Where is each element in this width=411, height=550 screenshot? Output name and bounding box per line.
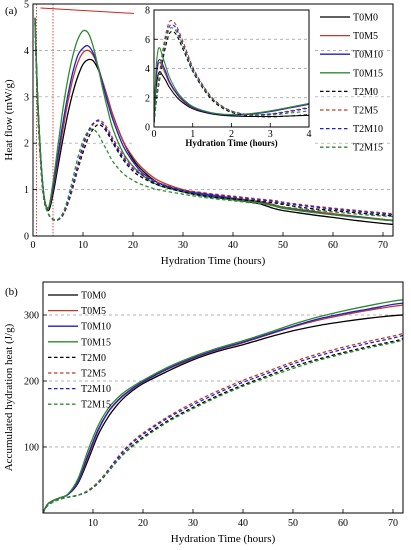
panel-b-series-t0m15 (43, 299, 403, 513)
panel-b-x-tick-label: 20 (138, 518, 148, 529)
panel-b-legend-label-t2m0: T2M0 (81, 353, 106, 364)
inset-x-tick-label: 4 (307, 129, 312, 140)
panel-a-y-tick-label: 1 (24, 185, 29, 196)
panel-a-y-tick-label: 2 (24, 139, 29, 150)
panel-b-accumulated-heat-chart: 10 20 30 40 50 60 70 100 200 300 Hydration Time (h… (3, 281, 404, 545)
inset-y-tick-label: 6 (145, 35, 150, 46)
panel-a-y-axis-label: Heat flow (mW/g) (3, 79, 15, 161)
panel-a-x-tick-label: 50 (278, 240, 288, 251)
inset-y-tick-label: 0 (145, 123, 150, 134)
panel-a-x-tick-label: 70 (378, 240, 388, 251)
panel-a-x-tick-label: 30 (178, 240, 188, 251)
inset-series-t0m15 (154, 47, 309, 123)
inset-series-t0m10 (154, 59, 309, 123)
inset-x-axis-label: Hydration Time (hours) (185, 138, 277, 148)
panel-b-legend-label-t2m10: T2M10 (81, 384, 111, 395)
panel-a-legend-label-t2m10: T2M10 (353, 124, 383, 135)
panel-b-x-tick-label: 60 (338, 518, 348, 529)
panel-a-series-group (34, 17, 393, 226)
panel-b-y-tick-label: 300 (24, 311, 39, 322)
panel-a-y-tick-label: 3 (24, 92, 29, 103)
panel-b-y-tick-label: 100 (24, 443, 39, 454)
panel-b-x-tick-label: 50 (288, 518, 298, 529)
panel-a-y-tick-label: 0 (24, 232, 29, 243)
panel-b-y-tick-label: 200 (24, 377, 39, 388)
panel-a-legend-label-t0m10: T0M10 (353, 50, 383, 61)
panel-a-x-axis-label: Hydration Time (hours) (161, 255, 266, 267)
panel-b-x-tick-label: 30 (188, 518, 198, 529)
panel-b-x-tick-label: 70 (388, 518, 398, 529)
panel-a-series-t0m5 (34, 17, 393, 221)
panel-a-legend-label-t2m15: T2M15 (353, 143, 383, 154)
panel-b-legend-label-t0m10: T0M10 (81, 322, 111, 333)
panel-b-x-axis-label: Hydration Time (hours) (171, 533, 276, 545)
panel-b-x-tick-label: 40 (238, 518, 248, 529)
panel-b-legend-label-t2m5: T2M5 (81, 369, 106, 380)
panel-b-series-t0m10 (43, 302, 403, 513)
panel-a-zoom-arrow (40, 7, 145, 17)
panel-a-series-t2m15 (34, 22, 393, 221)
panel-a-x-tick-label: 0 (31, 240, 36, 251)
inset-background (134, 8, 313, 151)
panel-b-series-t2m0 (43, 338, 403, 513)
panel-b-legend-label-t2m15: T2M15 (81, 400, 111, 411)
panel-b-legend-label-t0m15: T0M15 (81, 337, 111, 348)
panel-a-legend-label-t0m15: T0M15 (353, 68, 383, 79)
panel-a-legend-label-t0m5: T0M5 (353, 31, 378, 42)
panel-b-x-tick-label: 10 (88, 518, 98, 529)
panel-a-label: (a) (5, 5, 18, 17)
panel-b-legend-label-t0m5: T0M5 (81, 306, 106, 317)
inset-x-tick-label: 1 (190, 129, 195, 140)
panel-b-y-axis-label: Accumulated hydration heat (J/g) (3, 323, 15, 471)
panel-a-y-tick-label: 5 (24, 0, 29, 11)
panel-b-series-t2m15 (43, 339, 403, 513)
inset-y-tick-label: 8 (145, 6, 150, 17)
panel-a-legend-label-t2m0: T2M0 (353, 87, 378, 98)
inset-x-tick-label: 3 (268, 129, 273, 140)
panel-b-label: (b) (5, 286, 18, 298)
panel-a-legend-label-t2m5: T2M5 (353, 106, 378, 117)
panel-b-series-group (43, 299, 403, 513)
inset-x-tick-label: 2 (229, 129, 234, 140)
panel-a-x-tick-label: 40 (228, 240, 238, 251)
panel-a-y-tick-label: 4 (24, 46, 29, 57)
panel-a-x-tick-label: 20 (128, 240, 138, 251)
panel-b-legend-label-t0m0: T0M0 (81, 291, 106, 302)
panel-a-x-tick-label: 10 (78, 240, 88, 251)
inset-y-tick-label: 2 (145, 93, 150, 104)
panel-b-plot-frame (42, 281, 404, 514)
inset-series-t2m15 (154, 27, 309, 123)
panel-a-legend-label-t0m0: T0M0 (353, 13, 378, 24)
panel-a-x-tick-label: 60 (328, 240, 338, 251)
panel-a-plot-frame (32, 3, 394, 237)
inset-series-group (154, 19, 309, 123)
inset-x-tick-label: 0 (152, 129, 157, 140)
panel-a-series-t0m15 (34, 17, 393, 222)
inset-y-tick-label: 4 (145, 64, 150, 75)
